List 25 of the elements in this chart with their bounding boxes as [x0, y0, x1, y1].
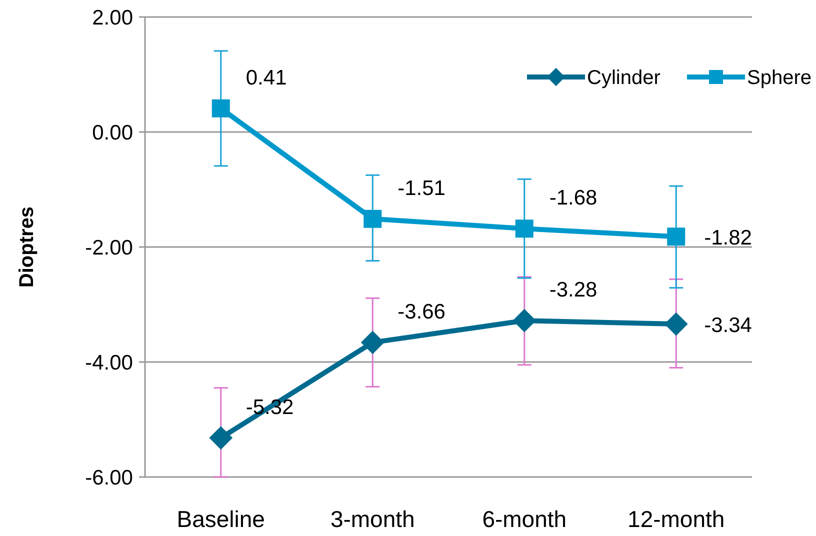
y-tick-label: 2.00: [92, 6, 133, 30]
y-tick-label: -2.00: [85, 236, 133, 260]
data-label: 0.41: [246, 66, 287, 90]
y-tick-label: -6.00: [85, 466, 133, 490]
point: [667, 228, 686, 246]
point: [364, 210, 382, 228]
data-label: -3.66: [398, 300, 446, 324]
y-tick-label: 0.00: [92, 121, 133, 144]
data-label: -3.28: [549, 278, 598, 302]
x-tick-label: Baseline: [176, 506, 265, 532]
point: [212, 99, 230, 118]
point: [515, 220, 534, 238]
data-label: -3.34: [704, 314, 752, 338]
data-label: -1.82: [704, 226, 752, 250]
point: [209, 426, 233, 450]
legend-label: Cylinder: [587, 67, 661, 89]
data-label: -1.51: [398, 176, 446, 200]
legend-label: Sphere: [747, 67, 812, 89]
data-label: -1.68: [549, 186, 598, 210]
point: [360, 330, 384, 354]
y-tick-label: -4.00: [85, 351, 133, 374]
x-tick-label: 6-month: [482, 506, 567, 532]
x-tick-label: 12-month: [628, 506, 725, 532]
y-axis-title: Dioptres: [16, 206, 38, 288]
x-tick-label: 3-month: [330, 506, 415, 532]
